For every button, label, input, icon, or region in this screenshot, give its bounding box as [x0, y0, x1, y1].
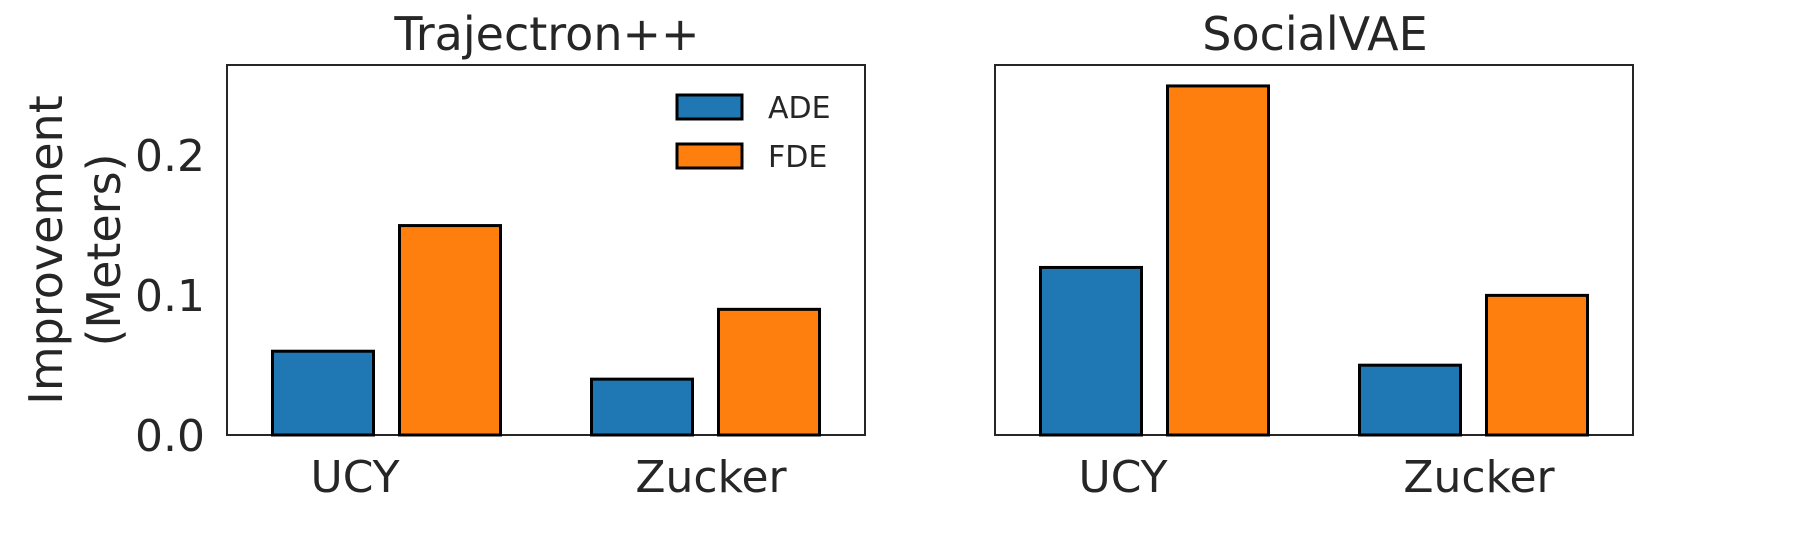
- bars-trajectron: [271, 224, 821, 437]
- plot-area-trajectron: [226, 64, 866, 436]
- bar-ade-zucker: [590, 377, 694, 437]
- bar-ade-ucy: [271, 349, 375, 437]
- x-tick-label-zucker-trajectron: Zucker: [635, 452, 787, 503]
- panel-title-trajectron: Trajectron++: [393, 7, 699, 61]
- panel-trajectron: Trajectron++ 0.0 0.1 0.2 UCY Zucker Impr…: [19, 7, 866, 503]
- y-axis-title-line2: (Meters): [77, 153, 131, 346]
- panel-socialvae: SocialVAE UCY Zucker: [994, 7, 1634, 503]
- bars-socialvae: [1039, 84, 1589, 437]
- bar-fde-ucy: [398, 224, 502, 437]
- plot-area-socialvae: [994, 64, 1634, 436]
- legend-label-ade: ADE: [768, 91, 831, 126]
- y-tick-label-1: 0.1: [135, 271, 205, 322]
- bar-ade-zucker: [1358, 363, 1462, 437]
- legend-swatch-ade: [675, 93, 744, 121]
- panel-title-socialvae: SocialVAE: [1202, 7, 1427, 61]
- legend: ADE FDE: [675, 91, 831, 175]
- bar-fde-zucker: [1485, 293, 1589, 437]
- y-axis-title-line1: Improvement: [19, 95, 73, 404]
- legend-label-fde: FDE: [768, 140, 827, 175]
- x-tick-label-ucy-trajectron: UCY: [310, 452, 399, 503]
- y-tick-label-2: 0.2: [135, 131, 205, 182]
- legend-swatch-fde: [675, 142, 744, 170]
- bar-fde-ucy: [1166, 84, 1270, 437]
- x-tick-label-ucy-socialvae: UCY: [1078, 452, 1167, 503]
- bar-ade-ucy: [1039, 265, 1143, 437]
- bar-fde-zucker: [717, 307, 821, 437]
- x-tick-label-zucker-socialvae: Zucker: [1403, 452, 1555, 503]
- y-tick-label-0: 0.0: [135, 411, 205, 462]
